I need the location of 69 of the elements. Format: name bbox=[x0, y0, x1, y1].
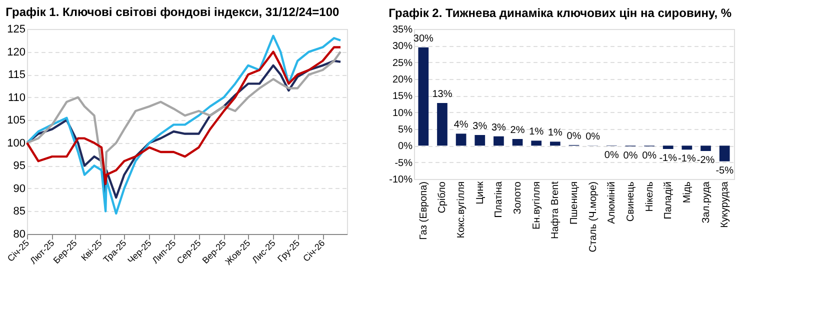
x-tick-label: Мідь bbox=[682, 182, 693, 204]
y-tick-label: 80 bbox=[13, 228, 26, 240]
bar bbox=[494, 136, 504, 146]
chart-title: Графік 1. Ключові світові фондові індекси, 31/12/24=100 bbox=[6, 5, 340, 19]
bar bbox=[662, 146, 674, 149]
y-tick-label: -5% bbox=[394, 158, 413, 169]
y-tick-label: 35% bbox=[392, 24, 413, 36]
y-tick-label: 90 bbox=[13, 182, 26, 195]
y-tick-label: 85 bbox=[13, 206, 26, 218]
x-tick-label: Зал.руда bbox=[700, 181, 712, 224]
y-tick-label: 0% bbox=[398, 141, 413, 152]
bar bbox=[719, 146, 730, 162]
data-label: 13% bbox=[432, 89, 452, 100]
bar bbox=[474, 135, 486, 146]
data-label: 30% bbox=[413, 33, 434, 44]
data-label: -2% bbox=[696, 155, 715, 166]
y-tick-label: 30% bbox=[392, 41, 413, 52]
y-tick-label: 10% bbox=[392, 108, 413, 119]
x-tick-label: Кокс.вугілля bbox=[456, 182, 468, 238]
bar bbox=[437, 103, 448, 146]
x-tick-label: Ен.вугілля bbox=[531, 182, 542, 230]
bar bbox=[700, 146, 711, 151]
data-label: 4% bbox=[454, 120, 468, 131]
chart-title: Графік 2. Тижнева динаміка ключових цін на сировину, % bbox=[388, 6, 732, 20]
data-label: -5% bbox=[716, 165, 734, 176]
x-tick-label: Газ (Европа) bbox=[418, 182, 430, 240]
x-tick-label: Нікель bbox=[644, 182, 656, 212]
y-tick-label: -10% bbox=[389, 174, 413, 186]
x-tick-label: Алюміній bbox=[606, 182, 618, 224]
y-tick-label: 125 bbox=[7, 24, 26, 36]
y-tick-label: 110 bbox=[8, 92, 26, 104]
y-tick-label: 25% bbox=[392, 58, 413, 69]
data-label: 0% bbox=[623, 150, 638, 162]
data-label: -1% bbox=[678, 154, 696, 165]
bar bbox=[531, 140, 542, 146]
y-tick-label: 105 bbox=[7, 114, 26, 127]
data-label: 1% bbox=[548, 128, 563, 139]
data-label: 3% bbox=[472, 121, 488, 132]
y-tick-label: 20% bbox=[392, 74, 413, 86]
x-tick-label: Цинк bbox=[474, 180, 486, 204]
x-tick-label: Платіна bbox=[494, 181, 505, 218]
y-tick-label: 115 bbox=[8, 69, 26, 82]
bar bbox=[418, 47, 429, 146]
bar bbox=[456, 134, 466, 146]
x-tick-label: Срібло bbox=[437, 181, 448, 214]
x-tick-label: Сталь (Ч.море) bbox=[588, 182, 599, 252]
data-label: 0% bbox=[586, 132, 600, 142]
x-tick-label: Паладій bbox=[663, 182, 674, 220]
x-tick-label: Свинець bbox=[625, 182, 636, 222]
y-tick-label: 95 bbox=[13, 160, 26, 172]
data-label: 0% bbox=[566, 131, 582, 142]
x-tick-label: Золото bbox=[512, 181, 524, 214]
y-tick-label: 120 bbox=[7, 46, 26, 58]
x-tick-label: Кукурудза bbox=[720, 181, 731, 228]
data-label: 3% bbox=[491, 122, 506, 134]
y-tick-label: 15% bbox=[392, 91, 413, 102]
y-tick-label: 5% bbox=[398, 124, 413, 136]
data-label: -1% bbox=[659, 153, 678, 164]
bar bbox=[682, 146, 692, 150]
x-tick-label: Нафта Brent bbox=[550, 181, 562, 239]
data-label: 1% bbox=[529, 126, 544, 138]
bar bbox=[550, 142, 560, 146]
data-label: 2% bbox=[510, 125, 525, 136]
y-tick-label: 100 bbox=[7, 137, 26, 150]
line-series bbox=[26, 34, 342, 215]
bar bbox=[512, 139, 523, 146]
data-label: 0% bbox=[604, 150, 619, 161]
data-label: 0% bbox=[642, 150, 657, 162]
x-tick-label: Пшениця bbox=[569, 182, 580, 225]
